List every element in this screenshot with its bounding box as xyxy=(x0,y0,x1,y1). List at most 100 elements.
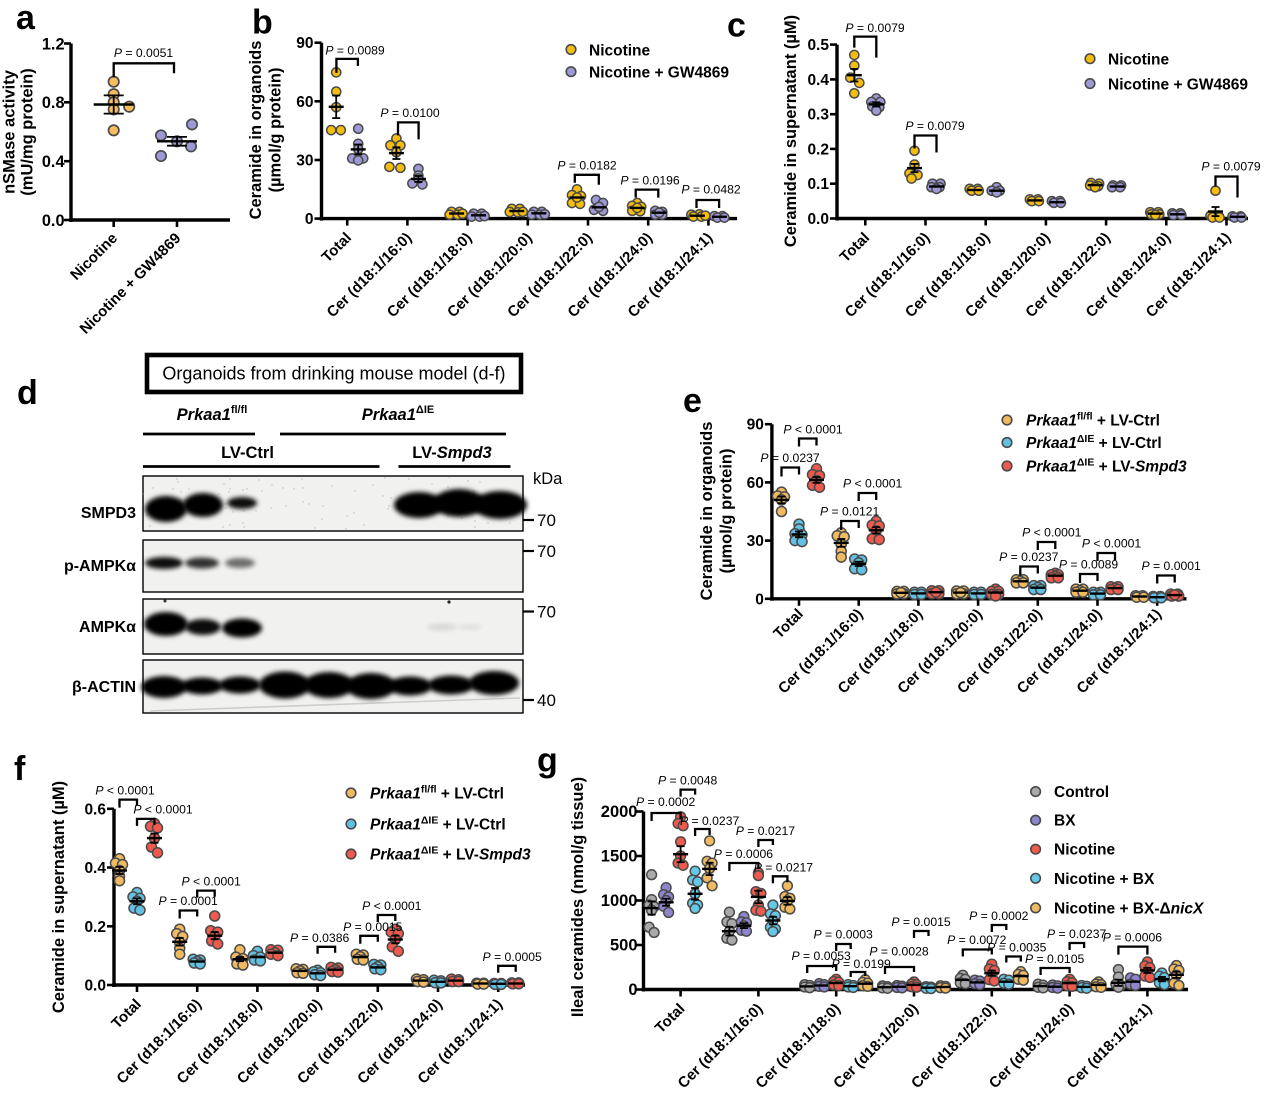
svg-text:P = 0.0199: P = 0.0199 xyxy=(832,957,892,971)
svg-text:0.1: 0.1 xyxy=(807,176,829,193)
svg-text:P = 0.0079: P = 0.0079 xyxy=(845,21,905,35)
svg-text:Prkaa1fl/fl + LV-Ctrl: Prkaa1fl/fl + LV-Ctrl xyxy=(370,784,504,803)
svg-text:70: 70 xyxy=(537,511,556,530)
svg-text:70: 70 xyxy=(537,542,556,561)
svg-text:nSMase activity: nSMase activity xyxy=(1,69,19,194)
svg-text:P < 0.0001: P < 0.0001 xyxy=(843,477,903,491)
svg-text:SMPD3: SMPD3 xyxy=(81,505,136,522)
svg-text:Ceramide in organoids: Ceramide in organoids xyxy=(247,41,265,220)
svg-text:e: e xyxy=(683,382,702,420)
svg-text:0.2: 0.2 xyxy=(807,141,829,158)
svg-text:Nicotine: Nicotine xyxy=(589,43,651,60)
svg-text:P = 0.0005: P = 0.0005 xyxy=(483,950,543,964)
svg-text:β-ACTIN: β-ACTIN xyxy=(72,679,136,696)
svg-text:P = 0.0121: P = 0.0121 xyxy=(820,505,880,519)
svg-text:Nicotine + GW4869: Nicotine + GW4869 xyxy=(589,65,729,82)
svg-text:0.5: 0.5 xyxy=(807,37,829,54)
svg-text:c: c xyxy=(727,7,746,45)
svg-text:P = 0.0051: P = 0.0051 xyxy=(114,46,174,60)
svg-text:P = 0.0002: P = 0.0002 xyxy=(969,909,1029,923)
svg-text:Ceramide in supernatant (µM): Ceramide in supernatant (µM) xyxy=(782,15,800,247)
svg-text:P = 0.0482: P = 0.0482 xyxy=(681,183,741,197)
svg-text:P = 0.0079: P = 0.0079 xyxy=(905,119,965,133)
svg-text:P = 0.0001: P = 0.0001 xyxy=(1142,559,1202,573)
svg-text:Organoids from drinking mouse: Organoids from drinking mouse model (d-f… xyxy=(162,364,505,384)
svg-text:Nicotine + BX-ΔnicX: Nicotine + BX-ΔnicX xyxy=(1054,900,1205,917)
svg-text:Prkaa1fl/fl + LV-Ctrl: Prkaa1fl/fl + LV-Ctrl xyxy=(1026,411,1160,430)
svg-text:P = 0.0196: P = 0.0196 xyxy=(620,174,680,188)
svg-text:P = 0.0182: P = 0.0182 xyxy=(557,159,617,173)
svg-text:90: 90 xyxy=(747,417,764,434)
svg-text:0.0: 0.0 xyxy=(42,212,65,230)
svg-text:P = 0.0237: P = 0.0237 xyxy=(999,550,1059,564)
svg-text:1.2: 1.2 xyxy=(42,35,65,53)
svg-text:P = 0.0237: P = 0.0237 xyxy=(1047,927,1107,941)
svg-text:40: 40 xyxy=(537,691,556,710)
svg-text:Prkaa1ΔIE: Prkaa1ΔIE xyxy=(362,404,434,424)
svg-text:P = 0.0217: P = 0.0217 xyxy=(736,824,796,838)
svg-text:f: f xyxy=(14,750,26,788)
svg-text:(µmol/g protein): (µmol/g protein) xyxy=(267,68,285,193)
svg-text:P = 0.0100: P = 0.0100 xyxy=(380,106,440,120)
svg-text:P < 0.0001: P < 0.0001 xyxy=(95,784,155,798)
svg-text:Nicotine: Nicotine xyxy=(1108,52,1170,69)
svg-text:P = 0.0089: P = 0.0089 xyxy=(1059,558,1119,572)
svg-text:P = 0.0386: P = 0.0386 xyxy=(290,931,350,945)
svg-text:p-AMPKα: p-AMPKα xyxy=(64,558,136,575)
svg-text:P = 0.0015: P = 0.0015 xyxy=(891,915,951,929)
svg-text:60: 60 xyxy=(747,475,764,492)
svg-text:P = 0.0237: P = 0.0237 xyxy=(680,814,740,828)
svg-text:Nicotine + GW4869: Nicotine + GW4869 xyxy=(1108,77,1248,94)
svg-text:2000: 2000 xyxy=(601,803,638,821)
svg-text:P = 0.0006: P = 0.0006 xyxy=(1103,931,1163,945)
svg-text:kDa: kDa xyxy=(533,470,563,488)
svg-text:P = 0.0003: P = 0.0003 xyxy=(814,928,874,942)
svg-text:P < 0.0001: P < 0.0001 xyxy=(783,423,843,437)
svg-text:P = 0.0089: P = 0.0089 xyxy=(325,44,385,58)
svg-text:Prkaa1fl/fl: Prkaa1fl/fl xyxy=(177,404,248,424)
svg-text:Control: Control xyxy=(1054,784,1109,801)
svg-text:30: 30 xyxy=(296,153,313,170)
svg-text:0: 0 xyxy=(628,981,637,999)
svg-text:AMPKα: AMPKα xyxy=(79,619,136,636)
svg-text:500: 500 xyxy=(610,937,638,955)
svg-text:90: 90 xyxy=(296,35,313,52)
svg-text:0.6: 0.6 xyxy=(84,801,106,818)
svg-text:P = 0.0048: P = 0.0048 xyxy=(658,774,718,788)
svg-text:P < 0.0001: P < 0.0001 xyxy=(1082,537,1142,551)
svg-text:30: 30 xyxy=(747,533,764,550)
svg-text:1500: 1500 xyxy=(601,848,638,866)
svg-text:b: b xyxy=(252,4,273,42)
svg-text:0.4: 0.4 xyxy=(84,860,106,877)
svg-text:Nicotine: Nicotine xyxy=(1054,842,1116,859)
svg-text:60: 60 xyxy=(296,94,313,111)
svg-text:P = 0.0217: P = 0.0217 xyxy=(754,861,814,875)
svg-text:Prkaa1ΔIE + LV-Smpd3: Prkaa1ΔIE + LV-Smpd3 xyxy=(1026,457,1187,476)
svg-text:0.4: 0.4 xyxy=(807,72,829,89)
svg-text:0.8: 0.8 xyxy=(42,94,65,112)
svg-text:1000: 1000 xyxy=(601,892,638,910)
svg-text:0.0: 0.0 xyxy=(807,211,829,228)
svg-text:0.2: 0.2 xyxy=(84,919,106,936)
svg-text:P = 0.0072: P = 0.0072 xyxy=(947,933,1007,947)
svg-text:d: d xyxy=(17,374,38,412)
svg-text:(mU/mg protein): (mU/mg protein) xyxy=(19,68,37,195)
svg-text:P < 0.0001: P < 0.0001 xyxy=(1022,526,1082,540)
svg-text:0: 0 xyxy=(755,591,764,608)
svg-text:Ceramide in supernatant (µM): Ceramide in supernatant (µM) xyxy=(50,781,68,1013)
svg-text:P = 0.0079: P = 0.0079 xyxy=(1201,160,1261,174)
svg-text:P < 0.0001: P < 0.0001 xyxy=(133,803,193,817)
svg-text:Prkaa1ΔIE + LV-Ctrl: Prkaa1ΔIE + LV-Ctrl xyxy=(1026,433,1162,452)
svg-text:0.4: 0.4 xyxy=(42,153,65,171)
svg-text:70: 70 xyxy=(537,603,556,622)
svg-text:LV-Ctrl: LV-Ctrl xyxy=(221,444,274,462)
svg-text:Prkaa1ΔIE + LV-Ctrl: Prkaa1ΔIE + LV-Ctrl xyxy=(370,815,506,834)
svg-text:Ileal ceramides (nmol/g tissue: Ileal ceramides (nmol/g tissue) xyxy=(569,777,587,1017)
svg-text:0.3: 0.3 xyxy=(807,107,829,124)
svg-text:P = 0.0105: P = 0.0105 xyxy=(1025,952,1085,966)
svg-text:(µmol/g protein): (µmol/g protein) xyxy=(718,449,736,574)
svg-text:g: g xyxy=(537,742,558,780)
svg-text:P = 0.0035: P = 0.0035 xyxy=(987,941,1047,955)
svg-text:Prkaa1ΔIE + LV-Smpd3: Prkaa1ΔIE + LV-Smpd3 xyxy=(370,845,531,864)
svg-text:P = 0.0001: P = 0.0001 xyxy=(159,894,219,908)
